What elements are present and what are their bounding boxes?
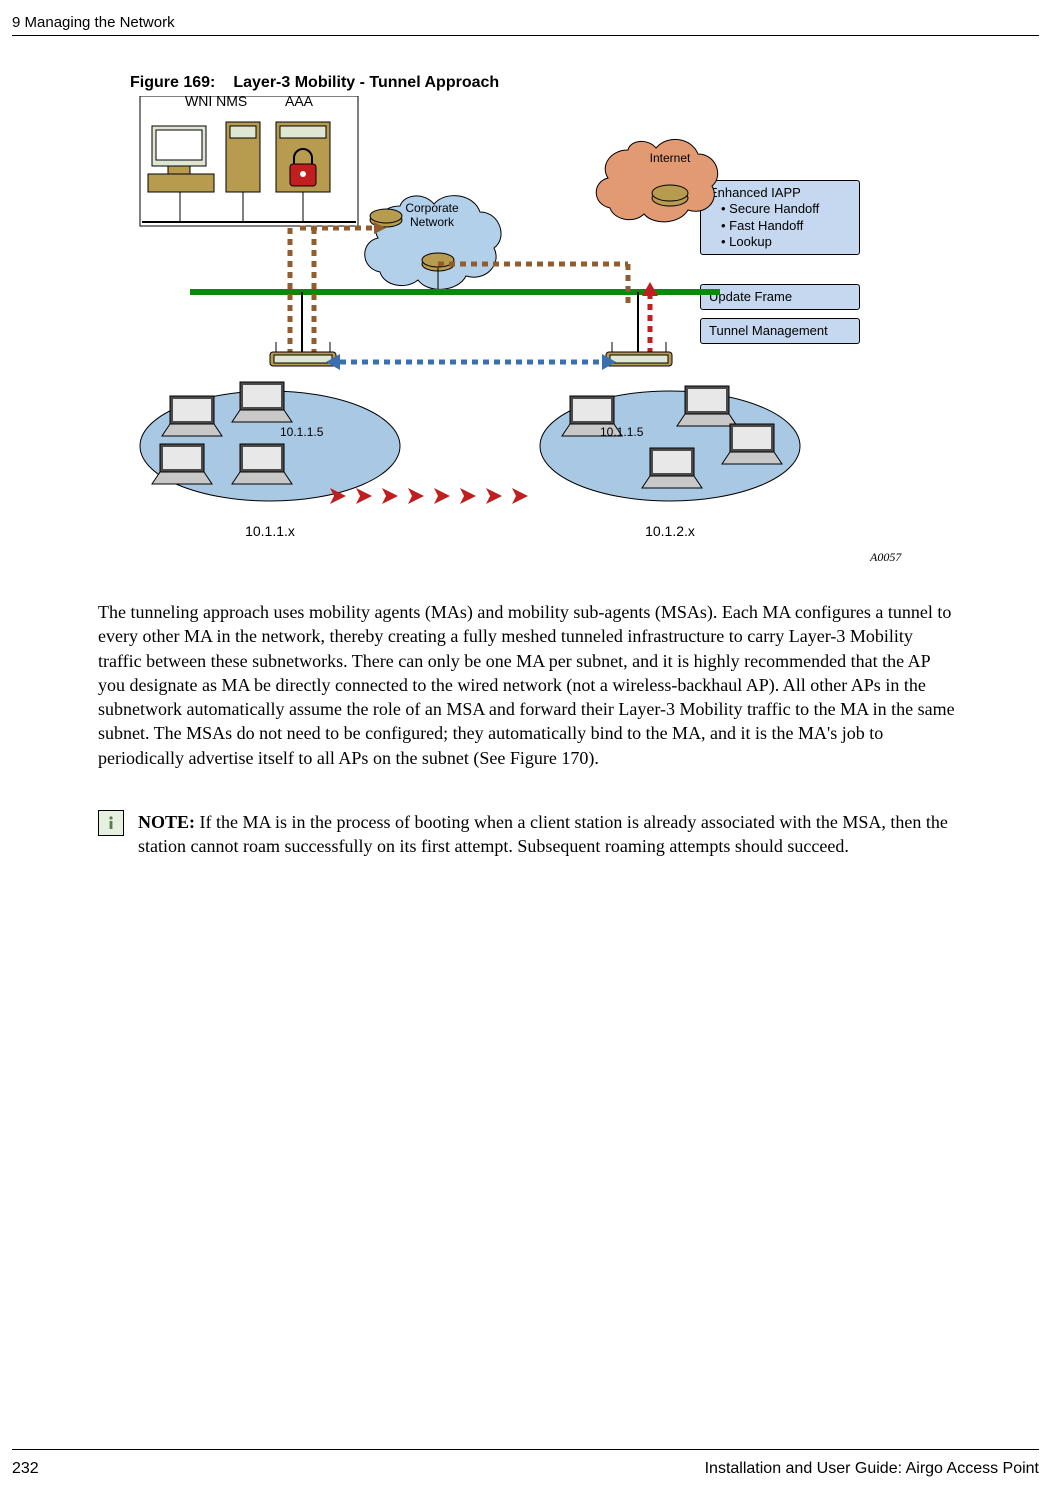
label-wni-nms: WNI NMS [185, 96, 247, 109]
footer-page-number: 232 [12, 1460, 39, 1478]
note-label: NOTE: [138, 812, 195, 832]
label-internet: Internet [650, 151, 691, 165]
label-subnet2-ip: 10.1.1.5 [600, 425, 644, 439]
figure-diagram: WNI NMS AAA Corporate Network [130, 96, 930, 576]
workstation-icon [148, 126, 214, 222]
chapter-label: 9 Managing the Network [12, 14, 175, 31]
figure-caption-prefix: Figure 169: [130, 74, 215, 91]
server-icon [226, 122, 260, 222]
footer-rule [12, 1449, 1039, 1450]
note-text: NOTE: If the MA is in the process of boo… [138, 810, 958, 859]
note-block: NOTE: If the MA is in the process of boo… [98, 810, 958, 859]
running-header: 9 Managing the Network [12, 14, 1039, 36]
body-paragraph: The tunneling approach uses mobility age… [98, 600, 958, 770]
figure-caption-title: Layer-3 Mobility - Tunnel Approach [233, 74, 499, 91]
aaa-server-icon [276, 122, 330, 222]
info-icon [98, 810, 124, 836]
corporate-network-cloud: Corporate Network [365, 196, 501, 290]
internet-cloud: Internet [596, 139, 717, 221]
label-corporate-l1: Corporate [405, 201, 459, 215]
label-corporate-l2: Network [410, 215, 455, 229]
label-subnet1-net: 10.1.1.x [245, 523, 295, 539]
note-body: If the MA is in the process of booting w… [138, 812, 948, 856]
roaming-arrows [330, 488, 528, 504]
label-subnet1-ip: 10.1.1.5 [280, 425, 324, 439]
label-subnet2-net: 10.1.2.x [645, 523, 695, 539]
subnet-left: 10.1.1.5 [140, 382, 400, 501]
footer-doc-title: Installation and User Guide: Airgo Acces… [705, 1460, 1039, 1478]
label-aaa: AAA [285, 96, 314, 109]
subnet-right: 10.1.1.5 [540, 386, 800, 501]
figure-caption: Figure 169: Layer-3 Mobility - Tunnel App… [130, 74, 499, 92]
